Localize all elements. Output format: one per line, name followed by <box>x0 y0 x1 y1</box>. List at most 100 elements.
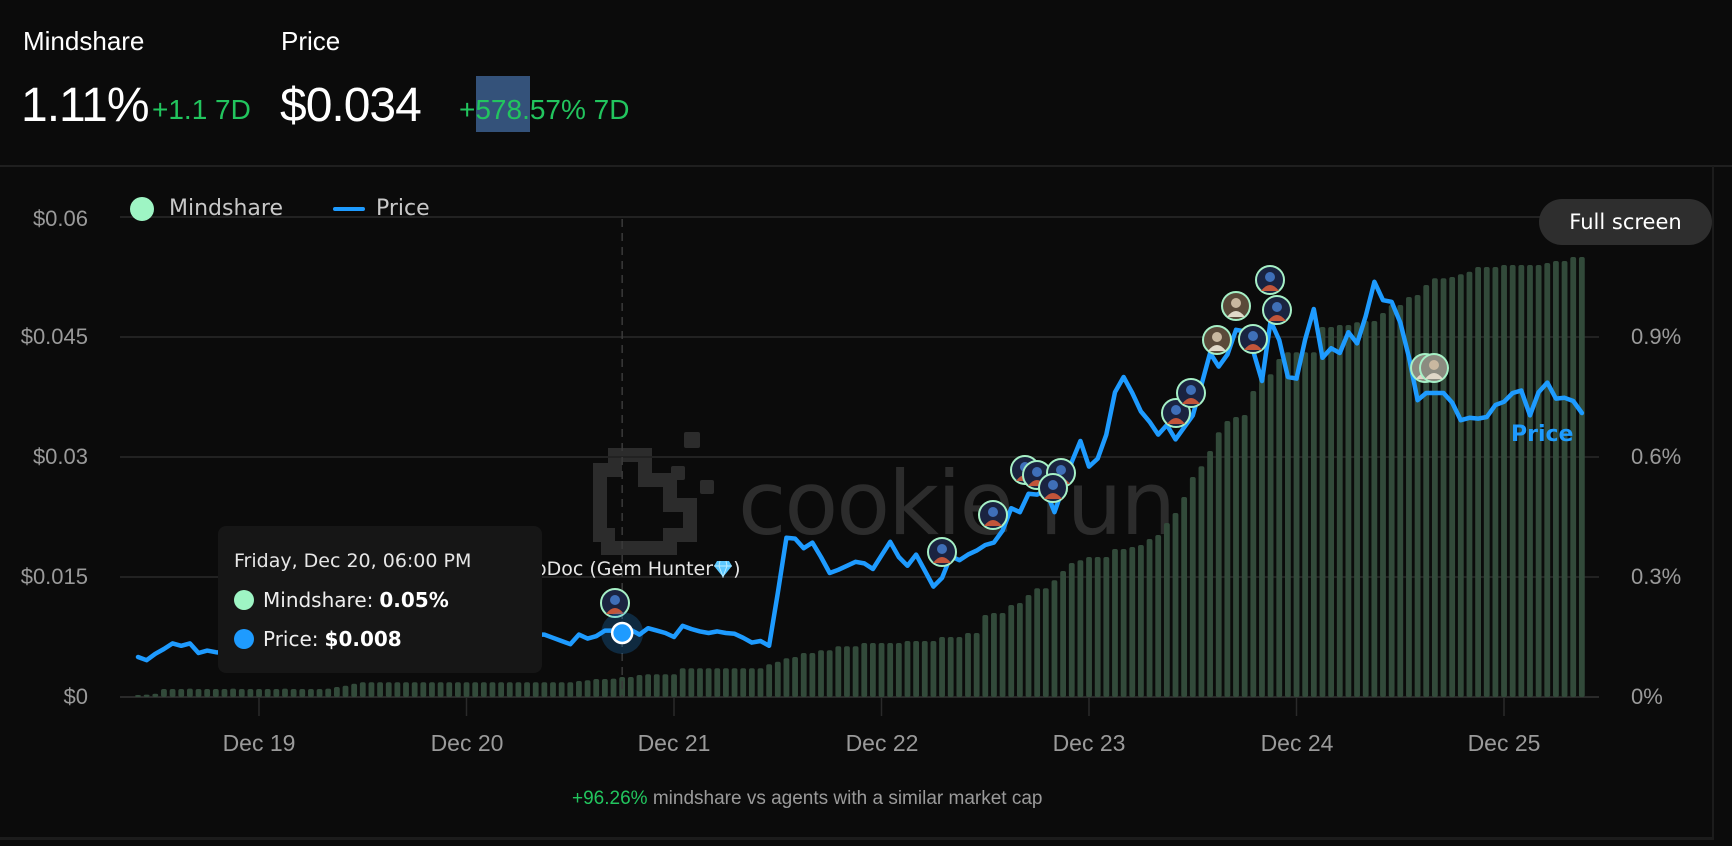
mindshare-bar <box>152 693 159 697</box>
mindshare-bar <box>472 682 479 697</box>
mindshare-bar <box>238 689 245 697</box>
y-right-tick: 0.3% <box>1631 564 1682 589</box>
mindshare-bar <box>1561 261 1568 697</box>
mindshare-bar <box>809 653 816 697</box>
tweet-avatar[interactable] <box>927 537 957 567</box>
mindshare-bar <box>1527 265 1533 697</box>
mindshare-bar <box>1431 278 1438 697</box>
mindshare-bar <box>1103 557 1110 697</box>
card-border-right <box>1712 166 1714 840</box>
mindshare-bar <box>264 689 271 697</box>
mindshare-bar <box>714 668 721 697</box>
mindshare-bar <box>947 637 954 697</box>
mindshare-bar <box>480 682 487 697</box>
full-screen-button[interactable]: Full screen <box>1539 199 1712 245</box>
mindshare-bar <box>1207 451 1213 697</box>
mindshare-bar <box>1466 271 1473 697</box>
tweet-avatar[interactable] <box>1238 324 1268 354</box>
y-left-tick: $0.015 <box>20 564 88 589</box>
footer-text: mindshare vs agents with a similar marke… <box>647 788 1043 809</box>
price-value: $0.034 <box>280 79 422 132</box>
x-tick-label: Dec 21 <box>637 730 711 756</box>
tweet-avatar[interactable] <box>1176 378 1206 408</box>
tweet-avatar[interactable] <box>1161 398 1191 428</box>
mindshare-bar <box>446 682 453 697</box>
mindshare-bar <box>671 674 677 697</box>
avatar-body-icon <box>1244 344 1262 350</box>
mindshare-bar <box>1475 267 1482 697</box>
footer-change: +96.26% <box>572 788 648 809</box>
mindshare-bar <box>1276 359 1283 697</box>
footer-comparison: +96.26% mindshare vs agents with a simil… <box>572 788 1042 810</box>
tweet-avatar[interactable] <box>600 588 630 618</box>
avatar-head-icon <box>1186 385 1196 395</box>
mindshare-bar <box>1319 327 1326 697</box>
mindshare-bar <box>774 661 781 697</box>
tooltip-price-value: $0.008 <box>324 627 402 651</box>
mindshare-bar <box>161 689 167 697</box>
mindshare-bar <box>558 682 565 697</box>
mindshare-bar <box>403 682 409 697</box>
mindshare-bar <box>394 682 401 697</box>
mindshare-bar <box>1259 377 1265 697</box>
mindshare-bar <box>653 674 660 697</box>
mindshare-bar <box>1172 513 1179 697</box>
mindshare-bar <box>135 695 141 697</box>
mindshare-bar <box>247 689 254 697</box>
mindshare-bar <box>818 650 824 697</box>
legend-price[interactable]: Price <box>376 196 430 221</box>
mindshare-bar <box>783 658 790 697</box>
tweet-avatar[interactable] <box>1419 353 1449 383</box>
tooltip-price-label: Price: <box>263 627 319 651</box>
mindshare-bar <box>308 689 314 697</box>
mindshare-bar <box>1354 322 1360 697</box>
tweet-avatar[interactable] <box>1202 325 1232 355</box>
mindshare-bar <box>930 641 937 697</box>
mindshare-bar <box>1553 261 1559 697</box>
mindshare-bar <box>186 688 193 697</box>
mindshare-bar <box>489 682 496 697</box>
mindshare-bar <box>593 679 600 697</box>
mindshare-bar <box>645 674 652 697</box>
text-selection-highlight <box>476 76 530 132</box>
avatar-body-icon <box>606 608 624 614</box>
mindshare-bar <box>195 689 202 697</box>
price-change: +578.57% 7D <box>459 94 630 125</box>
mindshare-bar <box>169 689 176 697</box>
y-right-tick: 0.6% <box>1631 444 1682 469</box>
x-tick-label: Dec 24 <box>1260 730 1334 756</box>
mindshare-bar <box>143 694 150 697</box>
tweet-avatar[interactable] <box>1262 295 1292 325</box>
avatar-head-icon <box>1231 298 1241 308</box>
tooltip-mindshare-row: Mindshare: 0.05% <box>234 588 449 612</box>
hover-point <box>610 621 634 645</box>
legend-mindshare[interactable]: Mindshare <box>169 196 283 221</box>
mindshare-bar <box>498 682 505 697</box>
mindshare-bar <box>454 682 461 697</box>
tweet-avatar[interactable] <box>1221 291 1251 321</box>
mindshare-bar <box>178 689 185 697</box>
avatar-head-icon <box>988 507 998 517</box>
mindshare-bar <box>506 682 513 697</box>
tweet-avatar[interactable] <box>978 500 1008 530</box>
mindshare-bar <box>1518 265 1525 697</box>
mindshare-bar <box>1250 391 1257 697</box>
y-left-tick: $0 <box>63 684 88 709</box>
avatar-head-icon <box>1048 480 1058 490</box>
avatar-head-icon <box>1056 465 1066 475</box>
tweet-avatar[interactable] <box>1255 265 1285 295</box>
mindshare-bar <box>333 687 340 697</box>
y-right-tick: 0.9% <box>1631 324 1682 349</box>
tweet-avatar[interactable] <box>1038 473 1068 503</box>
avatar-body-icon <box>1268 315 1286 321</box>
mindshare-bar <box>939 637 945 697</box>
tooltip-price-row: Price: $0.008 <box>234 627 402 651</box>
avatar-body-icon <box>1425 373 1443 379</box>
price-label: Price <box>281 26 341 56</box>
mindshare-bar <box>1440 278 1447 697</box>
mindshare-bar <box>1362 321 1369 697</box>
mindshare-bar <box>1501 265 1507 697</box>
y-left-tick: $0.06 <box>32 206 88 231</box>
